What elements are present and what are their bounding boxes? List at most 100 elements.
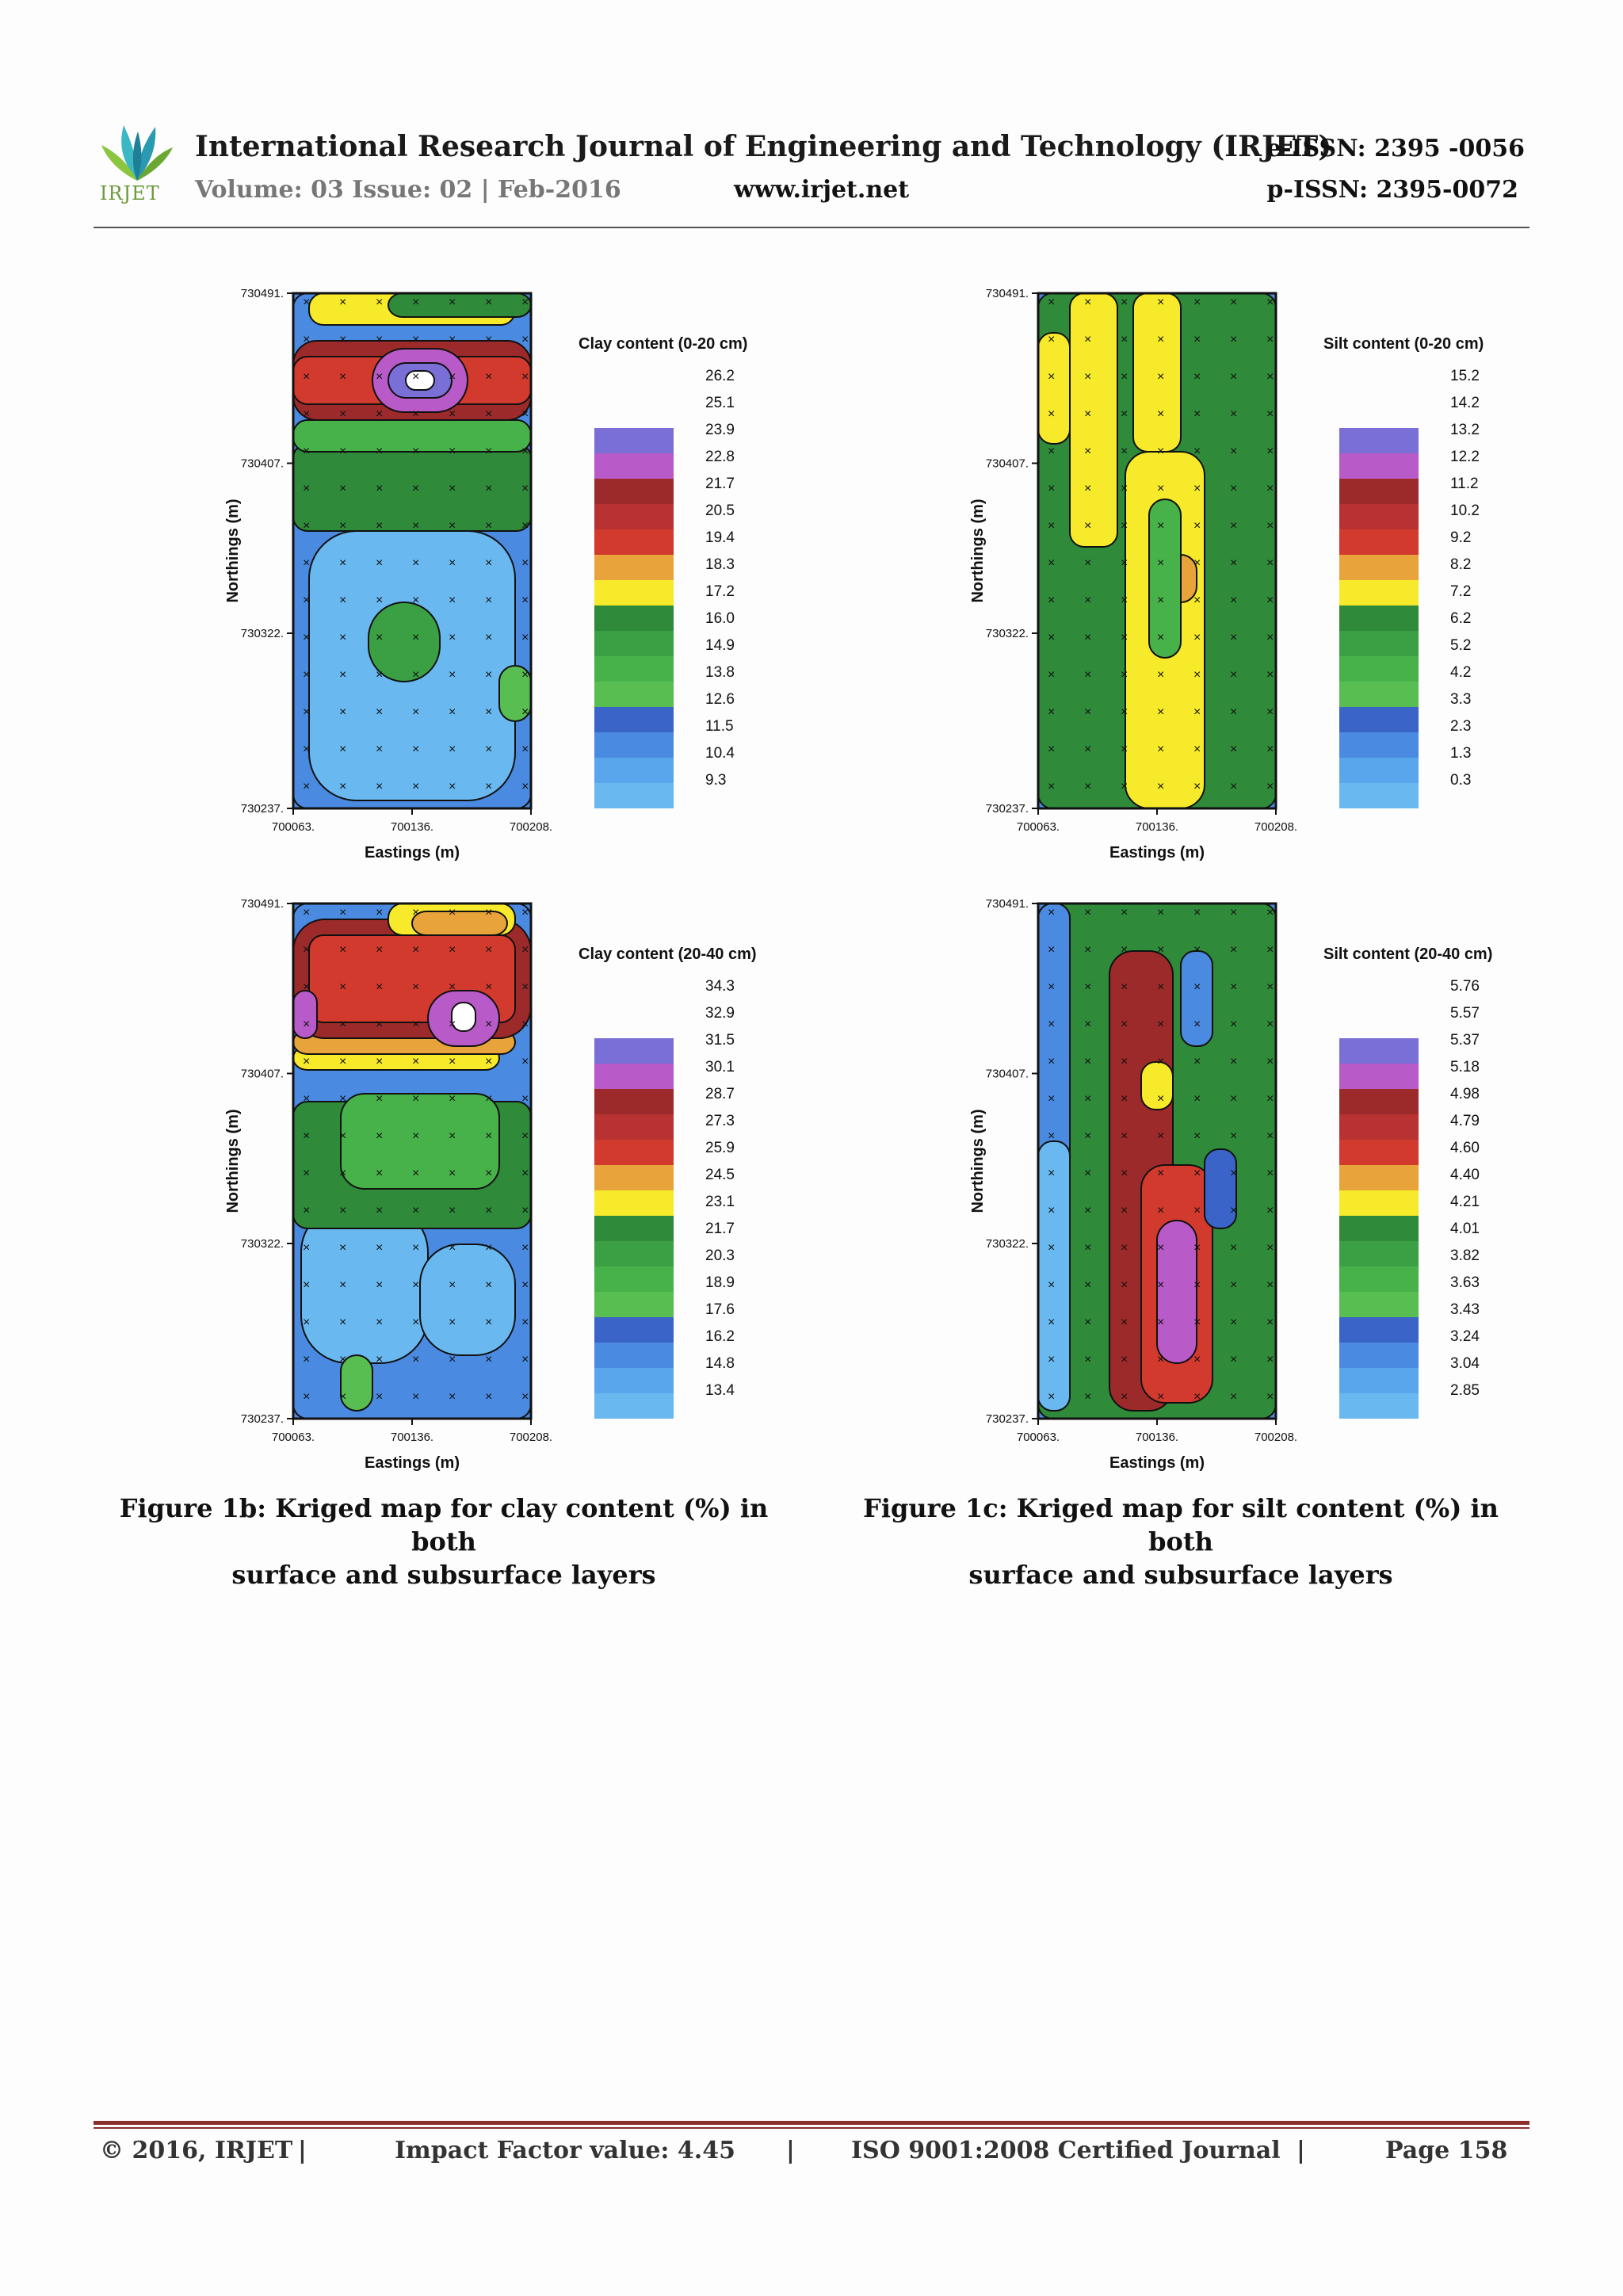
sample-point-marker: × (1230, 1018, 1237, 1031)
sample-point-marker: × (1266, 1055, 1274, 1068)
sample-point-marker: × (303, 445, 310, 458)
sample-point-marker: × (376, 482, 383, 495)
sample-point-marker: × (1048, 1316, 1055, 1329)
sample-point-marker: × (1193, 333, 1201, 346)
legend-value-label: 19.4 (705, 529, 735, 546)
sample-point-marker: × (521, 780, 529, 793)
sample-point-marker: × (1121, 980, 1128, 994)
caption-line: surface and subsurface layers (968, 1560, 1393, 1590)
sample-point-marker: × (376, 1278, 383, 1292)
sample-point-marker: × (412, 1092, 419, 1106)
journal-website[interactable]: www.irjet.net (734, 176, 910, 204)
sample-point-marker: × (521, 705, 529, 719)
sample-point-marker: × (521, 1316, 529, 1329)
sample-point-marker: × (1121, 1204, 1128, 1217)
sample-point-marker: × (485, 407, 492, 421)
legend-color-band (594, 707, 674, 732)
legend-color-band (1339, 1089, 1419, 1114)
legend-value-label: 10.2 (1450, 502, 1480, 519)
contour-region (1156, 1220, 1197, 1364)
sample-point-marker: × (303, 1018, 310, 1031)
legend-color-band (1339, 529, 1419, 555)
sample-point-marker: × (376, 705, 383, 719)
sample-point-marker: × (1157, 1241, 1164, 1255)
sample-point-marker: × (449, 594, 456, 607)
x-tick-label: 700208. (510, 1431, 552, 1444)
sample-point-marker: × (1230, 1316, 1237, 1329)
eissn: e-ISSN: 2395 -0056 (1266, 135, 1525, 162)
legend-value-label: 14.8 (705, 1355, 735, 1372)
sample-point-marker: × (1193, 1055, 1201, 1068)
map-plot-area: × × × × × × × × × × × × × × × × × × × × × × × × × × × × × × × × × × × × × × × ×… (292, 902, 533, 1420)
legend-value-label: 5.2 (1450, 637, 1471, 654)
legend-value-label: 2.85 (1450, 1382, 1480, 1399)
sample-point-marker: × (1121, 1055, 1128, 1068)
sample-point-marker: × (303, 333, 310, 346)
sample-point-marker: × (339, 705, 346, 719)
legend-value-label: 13.4 (705, 1382, 735, 1399)
legend-color-band (594, 453, 674, 479)
sample-point-marker: × (1157, 705, 1164, 719)
sample-point-marker: × (1084, 333, 1091, 346)
sample-point-marker: × (303, 482, 310, 495)
sample-point-marker: × (303, 519, 310, 533)
sample-point-marker: × (1048, 1092, 1055, 1106)
sample-point-marker: × (1157, 1055, 1164, 1068)
sample-point-marker: × (1048, 980, 1055, 994)
sample-point-marker: × (1157, 1167, 1164, 1180)
sample-point-marker: × (412, 980, 419, 994)
legend-title: Silt content (20-40 cm) (1323, 946, 1492, 963)
sample-point-marker: × (1048, 482, 1055, 495)
sample-point-marker: × (449, 705, 456, 719)
sample-point-marker: × (303, 1390, 310, 1404)
sample-point-marker: × (485, 482, 492, 495)
sample-point-marker: × (449, 631, 456, 644)
legend-color-band (1339, 1038, 1419, 1064)
sample-point-marker: × (339, 631, 346, 644)
sample-point-marker: × (521, 1092, 529, 1106)
legend-value-label: 21.7 (705, 1221, 735, 1237)
legend-color-band (594, 529, 674, 555)
legend-value-label: 12.6 (705, 691, 735, 708)
x-axis-label: Eastings (m) (1109, 844, 1205, 861)
legend-value-label: 30.1 (705, 1059, 735, 1075)
sample-point-marker: × (1048, 1129, 1055, 1143)
sample-point-marker: × (1121, 1316, 1128, 1329)
sample-point-marker: × (1121, 482, 1128, 495)
sample-point-marker: × (1048, 407, 1055, 421)
caption-line: Figure 1c: Kriged map for silt content (… (863, 1493, 1499, 1557)
footer-divider (94, 2121, 1529, 2125)
sample-point-marker: × (303, 780, 310, 793)
sample-point-marker: × (1157, 519, 1164, 533)
legend-value-label: 23.1 (705, 1194, 735, 1210)
sample-point-marker: × (1230, 1129, 1237, 1143)
y-tick-label: 730407. (986, 1068, 1029, 1081)
sample-point-marker: × (339, 1055, 346, 1068)
sample-point-marker: × (1230, 333, 1237, 346)
sample-point-marker: × (521, 1204, 529, 1217)
contour-region (411, 911, 508, 936)
sample-point-marker: × (339, 333, 346, 346)
sample-point-marker: × (1230, 1353, 1237, 1366)
sample-point-marker: × (485, 943, 492, 957)
y-tick-label: 730322. (241, 1237, 284, 1251)
legend-color-band (594, 1393, 674, 1419)
sample-point-marker: × (1266, 780, 1274, 793)
sample-point-marker: × (1193, 780, 1201, 793)
sample-point-marker: × (1193, 445, 1201, 458)
sample-point-marker: × (339, 980, 346, 994)
sample-point-marker: × (339, 1204, 346, 1217)
sample-point-marker: × (339, 1092, 346, 1106)
y-tick-label: 730491. (986, 287, 1029, 300)
y-tick-label: 730322. (986, 1237, 1029, 1251)
sample-point-marker: × (1193, 1390, 1201, 1404)
legend-color-band (594, 606, 674, 631)
sample-point-marker: × (485, 743, 492, 756)
legend-value-label: 3.43 (1450, 1301, 1480, 1318)
kriged-map-silt-subsurface: × × × × × × × × × × × × × × × × × × × × × × × × × × × × × × × × × × × × × × × ×… (896, 872, 1609, 1490)
sample-point-marker: × (449, 1390, 456, 1404)
sample-point-marker: × (485, 594, 492, 607)
sample-point-marker: × (303, 1278, 310, 1292)
sample-point-marker: × (1084, 1316, 1091, 1329)
kriged-map-clay-subsurface: × × × × × × × × × × × × × × × × × × × × × × × × × × × × × × × × × × × × × × × ×… (151, 872, 864, 1490)
